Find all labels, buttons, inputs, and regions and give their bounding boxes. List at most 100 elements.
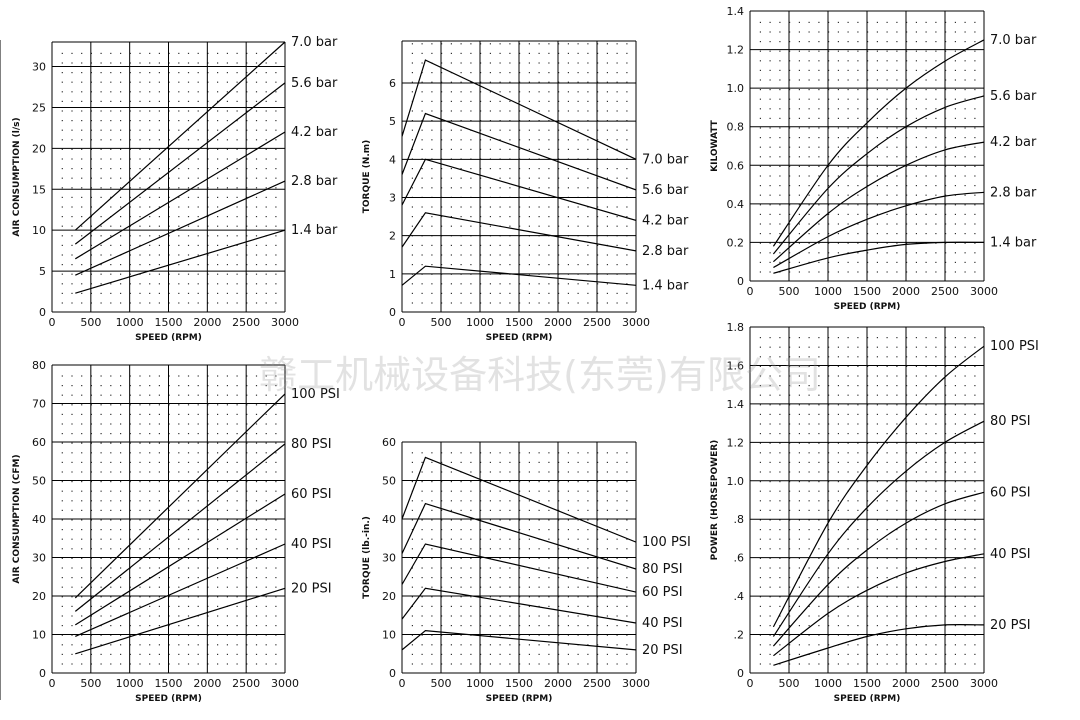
y-tick-label: 1.6 [727,359,745,372]
grid-dot [450,663,452,665]
grid-dot [548,148,550,150]
grid-dot [509,586,511,588]
grid-dot [945,242,947,244]
grid-dot [139,292,141,294]
grid-dot [567,81,569,83]
grid-dot [489,302,491,304]
grid-dot [71,264,73,266]
grid-dot [828,423,830,425]
grid-dot [837,538,839,540]
grid-dot [90,120,92,122]
grid-dot [886,204,888,206]
grid-dot [945,413,947,415]
grid-dot [460,139,462,141]
grid-dot [945,127,947,129]
grid-dot [538,605,540,607]
series-line [772,95,985,255]
grid-dot [587,634,589,636]
grid-dot [519,548,521,550]
grid-dot [808,471,810,473]
grid-dot [915,261,917,263]
grid-dot [265,452,267,454]
grid-dot [759,98,761,100]
grid-dot [120,139,122,141]
grid-dot [548,490,550,492]
grid-dot [255,509,258,511]
grid-dot [769,625,771,627]
grid-dot [567,244,569,246]
grid-dot [935,60,937,62]
grid-dot [828,557,830,559]
grid-dot [876,452,878,454]
grid-dot [499,548,501,550]
grid-dot [100,471,102,473]
grid-dot [411,254,413,256]
grid-dot [139,404,141,406]
grid-dot [808,79,810,81]
grid-dot [837,213,839,215]
grid-dot [255,644,258,646]
grid-dot [798,108,800,110]
grid-dot [470,120,472,122]
grid-dot [480,567,482,569]
grid-dot [110,394,112,396]
grid-dot [197,557,199,559]
grid-dot [519,490,521,492]
grid-dot [538,663,540,665]
grid-dot [71,148,73,150]
grid-dot [149,110,151,112]
grid-dot [255,404,258,406]
grid-dot [100,577,102,579]
grid-dot [779,461,781,463]
grid-dot [867,596,869,598]
grid-dot [528,216,530,218]
grid-dot [789,509,791,511]
grid-dot [818,223,820,225]
grid-dot [954,490,956,492]
grid-dot [759,261,761,263]
grid-dot [139,129,141,131]
grid-dot [499,529,501,531]
grid-dot [876,481,878,483]
grid-dot [421,302,423,304]
grid-dot [915,271,917,273]
grid-dot [954,625,956,627]
grid-dot [168,394,170,396]
grid-dot [197,235,199,237]
grid-dot [265,168,267,170]
grid-dot [519,605,521,607]
grid-dot [178,235,180,237]
grid-dot [255,110,258,112]
y-axis-title: AIR CONSUMPTION (l/s) [12,117,22,236]
grid-dot [236,605,238,607]
grid-dot [945,471,947,473]
grid-dot [411,596,413,598]
grid-dot [974,634,976,636]
grid-dot [597,490,599,492]
grid-dot [90,423,92,425]
grid-dot [548,538,550,540]
grid-dot [110,62,112,64]
grid-dot [808,271,810,273]
grid-dot [915,442,917,444]
grid-dot [818,98,820,100]
grid-dot [509,139,511,141]
grid-dot [769,194,771,196]
grid-dot [626,625,628,627]
grid-dot [255,567,258,569]
grid-dot [226,225,228,227]
grid-dot [509,538,511,540]
grid-dot [226,264,228,266]
grid-dot [577,471,579,473]
grid-dot [81,120,83,122]
y-tick-label: 1.0 [727,82,745,95]
grid-dot [217,596,219,598]
grid-dot [431,490,433,492]
grid-dot [489,577,491,579]
grid-dot [945,625,947,627]
grid-dot [808,548,810,550]
grid-dot [158,596,160,598]
grid-dot [876,108,878,110]
grid-dot [808,223,810,225]
grid-dot [246,177,248,179]
